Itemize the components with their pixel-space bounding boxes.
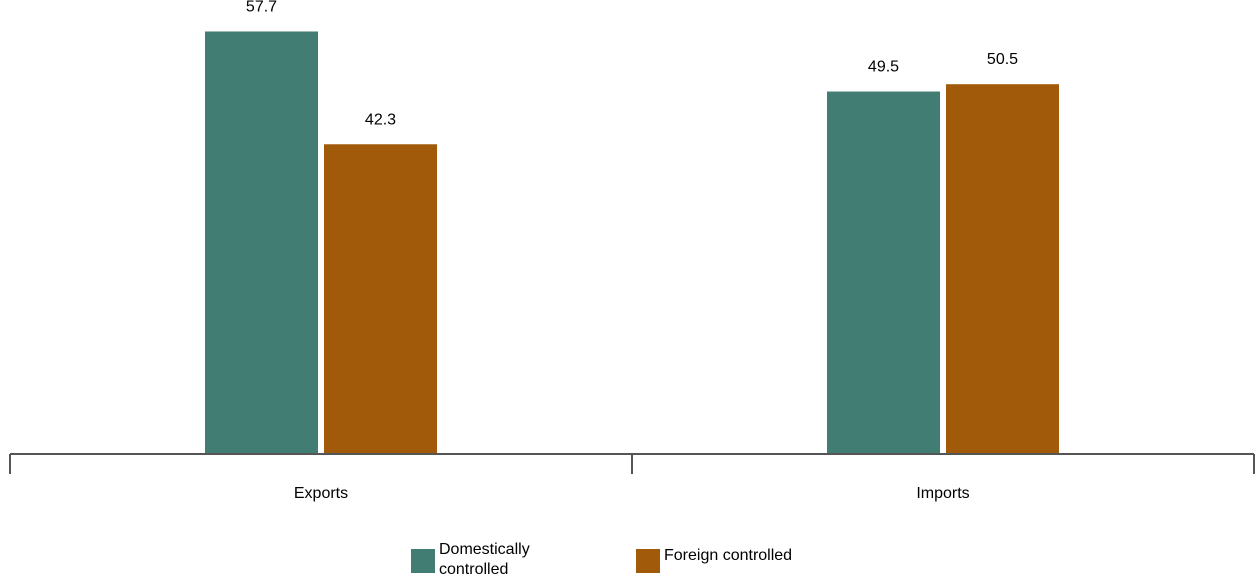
legend-item-foreign-controlled: Foreign controlled [636,540,856,573]
legend-swatch-foreign-controlled [636,549,660,573]
legend-swatch-domestically-controlled [411,549,435,573]
bar-imports-domestically-controlled [827,91,940,454]
data-label-imports-foreign-controlled: 50.5 [987,51,1018,68]
bar-chart: 57.7 42.3 49.5 50.5 Exports Imports [9,0,1255,502]
x-tick-label-imports: Imports [916,485,969,502]
x-tick-labels-group: Exports Imports [294,485,970,502]
data-label-exports-foreign-controlled: 42.3 [365,111,396,128]
x-tick-label-exports: Exports [294,485,348,502]
legend-label-domestically-controlled: Domestically controlled [439,541,530,578]
legend-label-foreign-controlled: Foreign controlled [664,547,793,564]
bar-exports-domestically-controlled [205,31,318,455]
bar-exports-foreign-controlled [324,144,437,455]
x-axis [9,453,1255,474]
data-labels-group: 57.7 42.3 49.5 50.5 [246,0,1018,128]
bars-group [205,31,1059,455]
legend-item-domestically-controlled: Domestically controlled [411,540,561,580]
bar-imports-foreign-controlled [946,84,1059,454]
data-label-exports-domestically-controlled: 57.7 [246,0,277,15]
data-label-imports-domestically-controlled: 49.5 [868,59,899,76]
